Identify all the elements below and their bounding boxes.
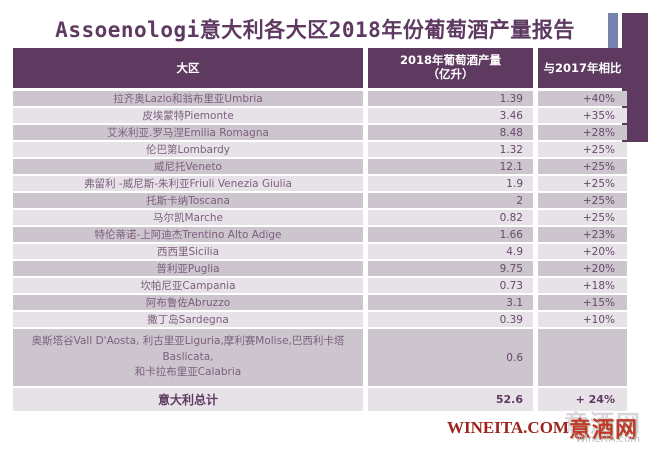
table-row: 皮埃蒙特Piemonte 3.46 +35% — [13, 108, 627, 123]
table-row: 马尔凯Marche 0.82 +25% — [13, 210, 627, 225]
brand-logo: WINEITA.COM意酒网 — [447, 412, 638, 444]
table-row: 威尼托Veneto 12.1 +25% — [13, 159, 627, 174]
table-row: 艾米利亚.罗马涅Emilia Romagna 8.48 +28% — [13, 125, 627, 140]
header-production-label: 2018年葡萄酒产量 （亿升） — [399, 53, 501, 81]
table-row: 西西里Sicilia 4.9 +20% — [13, 244, 627, 259]
table-row: 托斯卡纳Toscana 2 +25% — [13, 193, 627, 208]
table-row: 拉齐奥Lazio和翁布里亚Umbria 1.39 +40% — [13, 91, 627, 106]
table-row: 伦巴第Lombardy 1.32 +25% — [13, 142, 627, 157]
table-row: 坎帕尼亚Campania 0.73 +18% — [13, 278, 627, 293]
watermark-cn: 意酒网 — [564, 410, 642, 438]
table-row: 弗留利 -威尼斯-朱利亚Friuli Venezia Giulia 1.9 +2… — [13, 176, 627, 191]
table-row: 阿布鲁佐Abruzzo 3.1 +15% — [13, 295, 627, 310]
table-row: 特伦蒂诺-上阿迪杰Trentino Alto Adige 1.66 +23% — [13, 227, 627, 242]
page-title: Assoenologi意大利各大区2018年份葡萄酒产量报告 — [55, 18, 575, 42]
table-body: 拉齐奥Lazio和翁布里亚Umbria 1.39 +40% 皮埃蒙特Piemon… — [13, 91, 627, 411]
corner-accent-bar-blue — [608, 13, 618, 48]
header-production: 2018年葡萄酒产量 （亿升） — [368, 48, 533, 88]
header-region-label: 大区 — [176, 61, 200, 75]
brand-cn-text: 意酒网 — [568, 418, 638, 443]
production-table: 大区 2018年葡萄酒产量 （亿升） 与2017年相比 拉齐奥Lazio和翁布里… — [13, 48, 627, 413]
header-change: 与2017年相比 — [538, 48, 627, 88]
table-row: 普利亚Puglia 9.75 +20% — [13, 261, 627, 276]
table-row-grouped-regions: 奥斯塔谷Vall D'Aosta, 利古里亚Liguria,摩利赛Molise,… — [13, 329, 627, 386]
table-row: 撒丁岛Sardegna 0.39 +10% — [13, 312, 627, 327]
brand-domain-text: WINEITA.COM — [446, 418, 569, 437]
table-header-row: 大区 2018年葡萄酒产量 （亿升） 与2017年相比 — [13, 48, 627, 88]
table-row-total: 意大利总计 52.6 + 24% — [13, 388, 627, 411]
header-region: 大区 — [13, 48, 363, 88]
watermark-sub: WineITA.com — [575, 434, 640, 445]
brand-footer: 意酒网 WINEITA.COM意酒网 WineITA.com — [447, 410, 640, 450]
header-change-label: 与2017年相比 — [543, 61, 622, 75]
